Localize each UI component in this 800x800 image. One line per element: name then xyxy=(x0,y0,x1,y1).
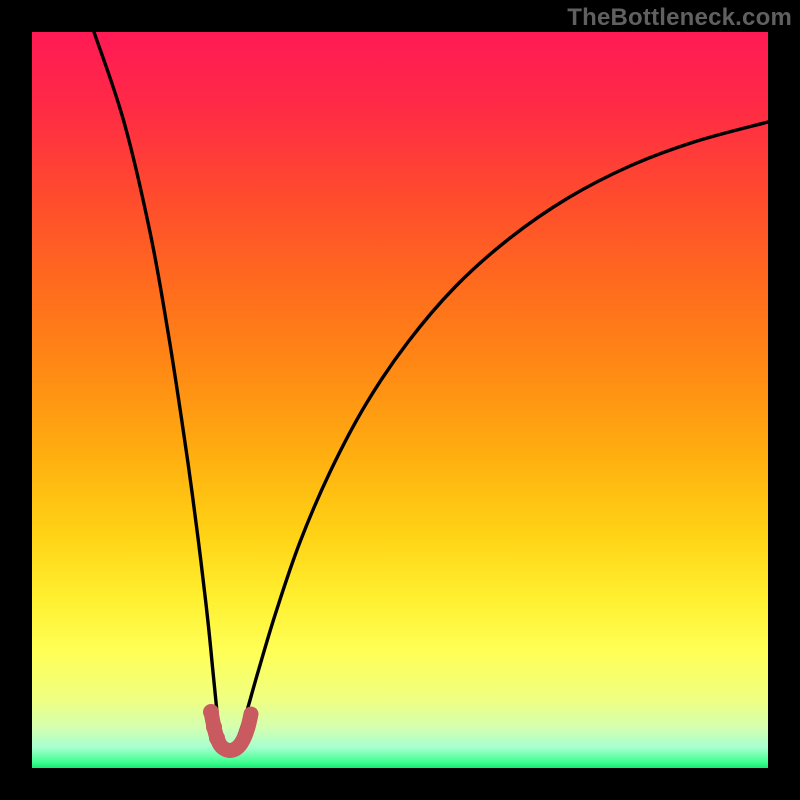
plot-area xyxy=(32,32,768,768)
gradient-background xyxy=(32,32,768,768)
marker-dot xyxy=(209,730,225,746)
marker-dot xyxy=(203,704,219,720)
plot-svg xyxy=(32,32,768,768)
